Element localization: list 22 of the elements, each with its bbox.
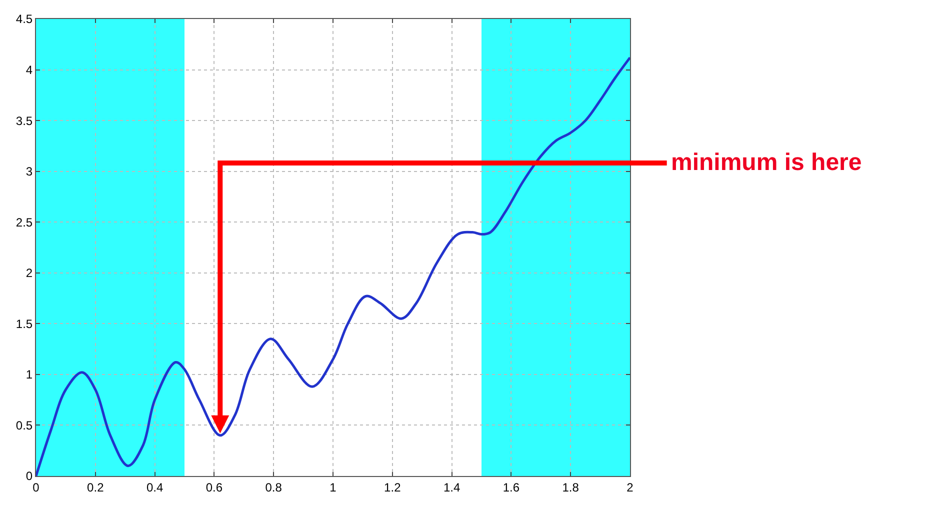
y-tick-label: 2.5 xyxy=(16,215,33,230)
x-tick-label: 0.8 xyxy=(265,480,282,494)
x-tick-label: 2 xyxy=(626,480,634,494)
y-tick-label: 3.5 xyxy=(16,114,33,128)
x-tick-label: 0.6 xyxy=(206,480,223,494)
x-tick-label: 1.8 xyxy=(562,480,580,494)
y-tick-label: 4.5 xyxy=(16,12,33,26)
y-tick-label: 4 xyxy=(26,62,33,77)
x-tick-label: 1.4 xyxy=(443,480,460,494)
y-tick-label: 1 xyxy=(26,368,33,382)
y-tick-label: 1.5 xyxy=(16,316,33,331)
x-tick-label: 0.2 xyxy=(87,480,104,494)
text: minimum is here xyxy=(671,149,862,176)
line-series xyxy=(36,56,630,476)
x-tick-label: 1.2 xyxy=(384,480,402,494)
x-tick-label: 0.4 xyxy=(146,480,164,494)
y-tick-label: 0 xyxy=(26,469,33,484)
y-tick-label: 2 xyxy=(26,266,33,280)
x-tick-label: 1 xyxy=(330,480,337,494)
x-tick-label: 1.6 xyxy=(502,480,520,494)
y-tick-label: 3 xyxy=(26,164,33,179)
y-tick-label: 0.5 xyxy=(16,418,33,432)
